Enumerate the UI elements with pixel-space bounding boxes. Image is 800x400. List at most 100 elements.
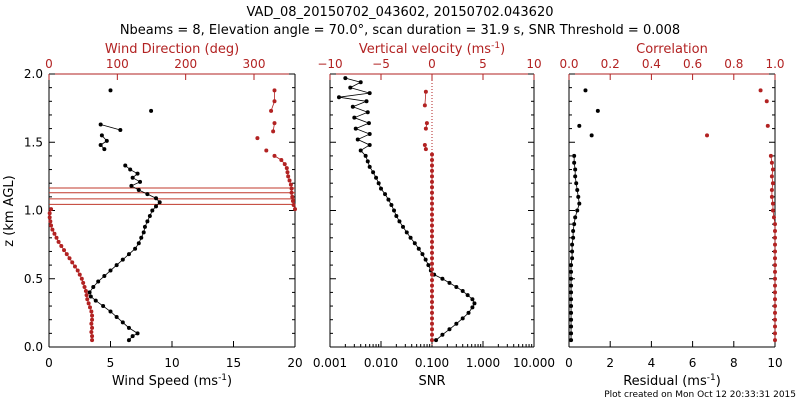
panel-2-top-tick-label: 1.0 bbox=[765, 57, 784, 71]
panel-2-series-1-point bbox=[773, 290, 777, 295]
panel-0-series-0-point bbox=[99, 133, 104, 138]
panel-1-series-1-point bbox=[430, 256, 434, 261]
panel-1-series-1-point bbox=[430, 289, 434, 294]
y-tick-label: 1.0 bbox=[24, 204, 43, 218]
panel-1-series-0-point bbox=[460, 289, 465, 294]
panel-0-series-0-point bbox=[154, 196, 159, 201]
panel-2-series-1-point bbox=[764, 99, 769, 104]
panel-0-series-0-point bbox=[139, 235, 144, 240]
panel-2-series-1-point bbox=[769, 174, 774, 179]
panel-1-series-1-point bbox=[430, 245, 434, 250]
panel-1-series-1-point bbox=[430, 157, 434, 162]
panel-2-series-0-point bbox=[576, 194, 581, 199]
panel-0-series-1-point bbox=[75, 268, 80, 273]
panel-0-series-1-point bbox=[86, 301, 91, 306]
panel-0-series-1-point bbox=[279, 157, 284, 162]
panel-0-series-0-point bbox=[147, 213, 152, 218]
panel-0-series-1-point bbox=[84, 293, 89, 298]
panel-1-series-1-point bbox=[430, 338, 434, 343]
panel-1-series-0-point bbox=[348, 85, 353, 90]
panel-0-series-1-point bbox=[49, 207, 54, 212]
panel-1-bottom-axis-label: SNR bbox=[418, 374, 445, 389]
panel-1-top-axis-label: Vertical velocity (ms-1) bbox=[359, 41, 505, 57]
panel-1-series-1-point bbox=[430, 152, 434, 157]
panel-2-series-1-point bbox=[773, 310, 777, 315]
panel-0-series-1-point bbox=[287, 178, 292, 183]
panel-1-series-1-point bbox=[430, 179, 434, 184]
panel-2-top-tick-label: 0.8 bbox=[724, 57, 743, 71]
panel-0-series-1-point bbox=[62, 248, 67, 253]
panel-0-series-0-point bbox=[93, 298, 98, 303]
panel-1-series-0-point bbox=[365, 159, 370, 164]
panel-1-series-0-point bbox=[367, 91, 372, 96]
panel-0-top-tick-label: 100 bbox=[106, 57, 129, 71]
panel-2-series-0-line bbox=[570, 155, 580, 341]
panel-2-series-0-point bbox=[569, 331, 574, 336]
panel-1-series-1-point bbox=[430, 218, 434, 223]
panel-1-series-0-point bbox=[394, 213, 399, 218]
panel-1-series-0-point bbox=[465, 293, 470, 298]
panel-0-series-0-point bbox=[154, 204, 159, 209]
panel-2-series-1-point bbox=[773, 317, 777, 322]
panel-0-series-0-point bbox=[129, 183, 134, 188]
panel-2-series-0-point bbox=[572, 222, 577, 227]
panel-2-series-1-point bbox=[773, 228, 777, 233]
panel-0-series-1-point bbox=[89, 329, 94, 334]
panel-0-series-1-point bbox=[271, 129, 276, 134]
panel-0-series-0-point bbox=[114, 263, 119, 268]
panel-1-series-0-point bbox=[358, 80, 363, 85]
panel-2-series-1-point bbox=[773, 256, 777, 261]
panel-0-series-0-point bbox=[87, 290, 92, 295]
panel-2-series-1-point bbox=[773, 242, 777, 247]
y-tick-label: 2.0 bbox=[24, 67, 43, 81]
panel-0-series-0-point bbox=[135, 171, 140, 176]
panel-1-series-0-point bbox=[379, 186, 383, 191]
panel-1-series-0-point bbox=[367, 164, 372, 169]
panel-1-series-0-point bbox=[440, 276, 445, 281]
plot-title-line1: VAD_08_20150702_043602, 20150702.043620 bbox=[247, 5, 554, 20]
panel-1-series-1-point bbox=[430, 207, 434, 212]
panel-1-series-0-point bbox=[404, 230, 409, 235]
panel-2-series-1-point bbox=[770, 181, 775, 186]
plot-footer: Plot created on Mon Oct 12 20:33:31 2015 bbox=[604, 390, 796, 400]
panel-0-series-1-point bbox=[67, 256, 72, 261]
panel-2-series-0-point bbox=[569, 338, 574, 343]
panel-0-bottom-axis-label: Wind Speed (ms-1) bbox=[112, 373, 232, 389]
panel-1-series-0-point bbox=[434, 338, 439, 343]
panel-0-series-1-point bbox=[272, 99, 277, 104]
panel-0-xtick-label: 5 bbox=[107, 356, 115, 370]
panel-0-series-0-point bbox=[136, 241, 141, 246]
panel-1-series-0-point bbox=[336, 95, 341, 100]
panel-1-series-0-point bbox=[353, 126, 358, 131]
panel-0-series-0-point bbox=[102, 147, 107, 152]
panel-0-series-0-point bbox=[126, 325, 131, 330]
panel-0-series-0-point bbox=[126, 252, 131, 257]
panel-2-series-1-point bbox=[773, 297, 777, 302]
panel-2-series-0-point bbox=[569, 269, 574, 274]
panel-2-series-0-point bbox=[577, 201, 582, 206]
panel-2-series-0-point bbox=[570, 256, 575, 261]
panel-0-series-0-point bbox=[150, 208, 155, 213]
panel-0-series-1-point bbox=[90, 313, 95, 318]
panel-1-series-0-point bbox=[397, 219, 402, 224]
panel-2-series-1-point bbox=[770, 208, 775, 213]
y-tick-label: 0.5 bbox=[24, 272, 43, 286]
panel-0-series-1-point bbox=[77, 272, 82, 277]
panel-1-series-1-point bbox=[423, 89, 428, 94]
panel-0-series-0-point bbox=[101, 304, 106, 309]
panel-0-series-0-point bbox=[136, 188, 141, 193]
panel-2-series-1-point bbox=[773, 276, 777, 281]
panel-2-series-1-point bbox=[769, 160, 774, 165]
panel-0-series-1-point bbox=[70, 260, 75, 265]
panel-0-series-1-point bbox=[88, 305, 92, 310]
y-axis-label: z (km AGL) bbox=[2, 175, 17, 246]
panel-0-series-0-point bbox=[91, 284, 96, 289]
panel-2-series-1-point bbox=[770, 167, 775, 172]
panel-0-series-0-point bbox=[108, 268, 113, 273]
panel-0-series-1-point bbox=[59, 243, 64, 248]
panel-1-series-0-point bbox=[383, 192, 388, 197]
panel-1-series-1-point bbox=[423, 147, 428, 152]
panel-1-series-1-point bbox=[430, 283, 434, 288]
panel-2-series-0-point bbox=[573, 174, 578, 179]
panel-0-top-tick-label: 200 bbox=[174, 57, 197, 71]
